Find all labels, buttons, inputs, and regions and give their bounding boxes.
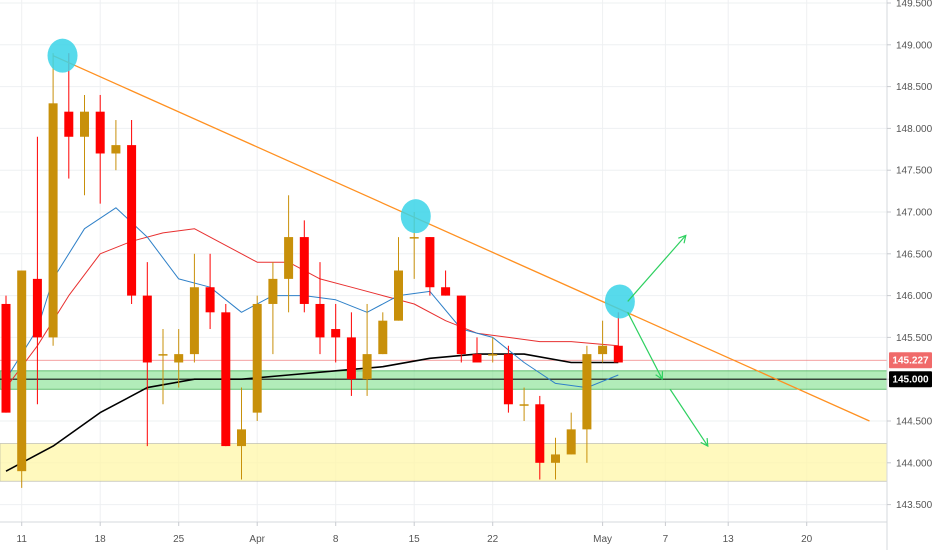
touch-point-highlight (400, 199, 431, 234)
candle-body (64, 111, 74, 137)
candles (1, 53, 623, 488)
candle-body (299, 237, 309, 304)
price-badge (889, 371, 932, 388)
scenario-arrow-head (678, 234, 687, 244)
candle-body (456, 295, 466, 355)
descending-trendline (52, 55, 870, 422)
candle-body (158, 354, 168, 356)
touch-point-highlight (604, 284, 635, 319)
y-tick-label: 143.500 (896, 500, 932, 511)
y-tick-label: 146.500 (896, 249, 932, 260)
candle-body (284, 237, 294, 279)
x-tick-label: 15 (409, 534, 421, 545)
candle-body (174, 354, 184, 363)
x-tick-label: 7 (663, 534, 669, 545)
candle-body (346, 337, 356, 380)
candle-body (488, 354, 498, 356)
candle-body (425, 237, 435, 288)
y-tick-label: 147.000 (896, 208, 932, 219)
candle-body (1, 303, 11, 413)
candle-body (378, 320, 388, 355)
y-tick-label: 149.500 (896, 0, 932, 10)
y-tick-label: 144.500 (896, 417, 932, 428)
y-tick-label: 148.500 (896, 82, 932, 93)
candle-body (142, 295, 152, 363)
candle-body (535, 404, 545, 463)
x-tick-label: Apr (249, 534, 265, 545)
candle-body (566, 429, 576, 455)
candle-body (441, 287, 451, 296)
candle-body (331, 329, 341, 338)
scenario-arrow (669, 388, 709, 447)
ma-fast-line (5, 207, 619, 389)
ma-slow-line (5, 353, 619, 472)
annotations (47, 38, 870, 448)
candle-body (252, 303, 262, 413)
candle-body (205, 287, 215, 313)
candle-body (127, 145, 137, 296)
scenario-arrow (627, 235, 687, 302)
price-badge-label: 145.000 (892, 375, 929, 386)
y-tick-label: 148.000 (896, 124, 932, 135)
x-tick-label: 22 (487, 534, 499, 545)
support-zone (0, 370, 888, 390)
scenario-arrow-head (700, 438, 709, 448)
x-tick-label: 25 (173, 534, 185, 545)
candle-body (519, 404, 529, 406)
y-tick-label: 147.500 (896, 166, 932, 177)
candle-body (111, 145, 121, 154)
y-tick-label: 149.000 (896, 40, 932, 51)
time-axis-ticks[interactable]: 11 18 25 Apr 8 15 22 May 7 13 20 (17, 522, 813, 545)
x-tick-label: 20 (801, 534, 813, 545)
candle-body (237, 429, 246, 447)
scenario-arrow (627, 312, 663, 380)
x-tick-label: 11 (17, 534, 28, 545)
candle-body (268, 278, 278, 304)
candle-body (48, 103, 58, 338)
candle-body (315, 303, 325, 338)
candle-body (17, 270, 27, 472)
x-tick-label: 8 (333, 534, 339, 545)
candle-body (362, 354, 372, 380)
price-axis-background (887, 0, 932, 550)
y-tick-label: 144.000 (896, 458, 932, 469)
moving-averages (5, 207, 619, 472)
candle-body (613, 345, 623, 363)
candle-body (409, 237, 419, 239)
candle-body (394, 270, 403, 321)
y-tick-label: 145.500 (896, 333, 932, 344)
x-tick-label: 13 (723, 534, 735, 545)
candle-body (598, 345, 608, 355)
price-badges: 145.227 145.000 (889, 352, 932, 388)
candle-body (472, 354, 482, 363)
x-tick-label: May (593, 534, 612, 545)
price-badge-label: 145.227 (892, 356, 929, 367)
candle-body (551, 454, 560, 463)
candle-body (221, 312, 231, 447)
candle-body (503, 354, 513, 405)
candle-body (582, 354, 592, 430)
x-tick-label: 18 (95, 534, 107, 545)
y-tick-label: 146.000 (896, 291, 932, 302)
candle-body (189, 287, 199, 355)
demand-zone (0, 443, 888, 482)
touch-point-highlight (47, 38, 78, 73)
scenario-arrow-head (655, 371, 664, 381)
candle-body (32, 278, 42, 338)
candle-body (80, 111, 89, 137)
candle-body (95, 111, 105, 154)
price-badge (889, 352, 932, 369)
